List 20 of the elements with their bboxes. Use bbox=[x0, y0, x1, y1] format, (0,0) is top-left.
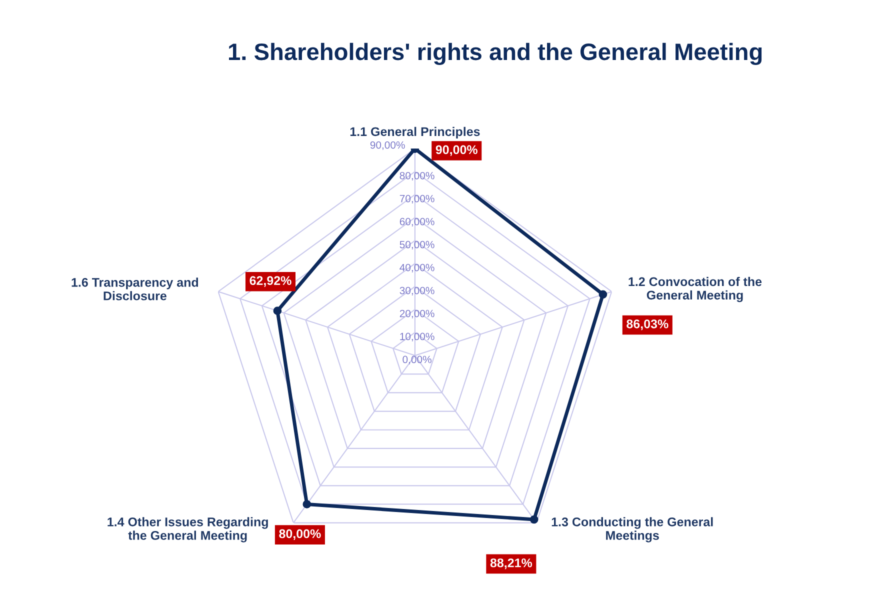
y-tick-label: 0,00% bbox=[402, 356, 432, 364]
y-tick-label: 50,00% bbox=[400, 240, 434, 250]
y-tick-label: 60,00% bbox=[400, 218, 434, 227]
spoke-label: 1.4 Other Issues Regarding the General Meeting bbox=[108, 517, 268, 542]
y-tick-label: 20,00% bbox=[400, 310, 434, 318]
spoke-label: 1.1 General Principles bbox=[350, 126, 480, 139]
spoke-label: 1.6 Transparency and Disclosure bbox=[72, 278, 198, 300]
data-label: 86,03% bbox=[626, 319, 668, 330]
y-tick-label: 30,00% bbox=[400, 286, 434, 296]
y-tick-label: 70,00% bbox=[400, 194, 434, 204]
y-tick-label: 40,00% bbox=[400, 264, 434, 272]
data-label: 62,92% bbox=[250, 276, 292, 287]
y-tick-label: 10,00% bbox=[400, 332, 434, 342]
chart-title: 1. Shareholders' rights and the General Meeting bbox=[228, 42, 762, 65]
data-label: 88,21% bbox=[490, 558, 532, 570]
spoke-label: 1.3 Conducting the General Meetings bbox=[552, 517, 713, 542]
data-label: 80,00% bbox=[279, 529, 321, 540]
y-tick-label: 80,00% bbox=[400, 172, 434, 181]
data-label: 90,00% bbox=[436, 145, 478, 156]
spoke-label: 1.2 Convocation of the General Meeting bbox=[628, 276, 762, 302]
